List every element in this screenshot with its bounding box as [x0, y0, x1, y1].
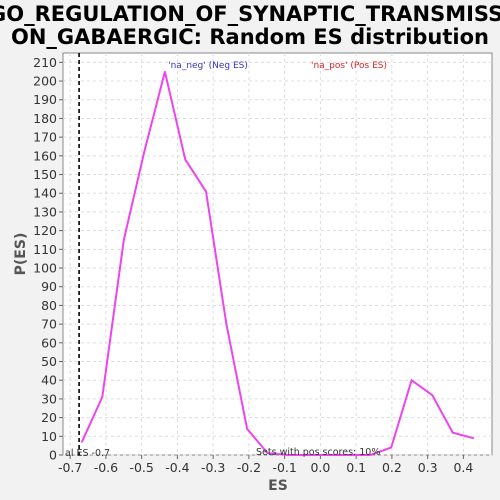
y-tick-label: 180	[33, 111, 57, 126]
y-axis-label: P(ES)	[13, 233, 29, 276]
y-tick-label: 140	[33, 186, 57, 201]
data-point	[143, 151, 145, 153]
data-point	[246, 428, 248, 430]
y-tick-label: 100	[33, 261, 57, 276]
data-point	[307, 454, 310, 456]
x-tick-label: 0.0	[310, 460, 330, 475]
y-tick-label: 0	[49, 448, 57, 463]
actual-es-label: al ES -0.7	[65, 448, 110, 459]
y-tick-label: 200	[33, 74, 57, 89]
x-tick-label: 0.4	[453, 460, 473, 475]
data-point	[122, 239, 125, 241]
series-line-random-es	[80, 71, 474, 456]
y-tick-label: 210	[33, 55, 57, 70]
data-point	[472, 437, 475, 439]
y-tick-label: 110	[33, 242, 57, 257]
y-tick-label: 60	[41, 335, 57, 350]
y-tick-label: 50	[41, 354, 57, 369]
x-tick-label: -0.6	[94, 460, 118, 475]
series-points	[81, 70, 475, 456]
x-tick-label: 0.2	[382, 460, 402, 475]
x-tick-label: -0.3	[201, 460, 225, 475]
data-point	[266, 452, 269, 454]
x-axis-label: ES	[268, 478, 288, 494]
chart-title-line-1: GO_REGULATION_OF_SYNAPTIC_TRANSMISSI	[0, 2, 500, 26]
x-tick-label: -0.5	[129, 460, 153, 475]
data-point	[390, 446, 392, 449]
y-tick-label: 170	[33, 130, 57, 145]
data-point	[184, 158, 187, 161]
data-point	[164, 70, 166, 73]
data-point	[431, 394, 434, 396]
data-point	[81, 441, 83, 443]
grid	[63, 53, 492, 456]
y-tick-label: 190	[33, 92, 57, 107]
x-tick-label: 0.3	[418, 460, 438, 475]
data-point	[349, 454, 351, 456]
y-tick-label: 70	[41, 317, 57, 332]
x-tick-label: 0.1	[346, 460, 366, 475]
y-axis-ticks: 0 10 20 30 40 50 60 70 80 90 100 110 120 130 140 150 160…	[33, 55, 63, 463]
data-point	[205, 190, 207, 193]
y-tick-label: 20	[41, 410, 57, 425]
data-point	[287, 454, 290, 456]
x-tick-label: -0.2	[237, 460, 261, 475]
x-tick-label: -0.7	[58, 460, 82, 475]
x-tick-label: -0.4	[165, 460, 189, 475]
pos-scores-label: Sets with pos scores: 10%	[256, 447, 380, 458]
y-tick-label: 160	[33, 148, 57, 163]
y-tick-label: 120	[33, 223, 57, 238]
data-point	[410, 379, 413, 382]
data-point	[101, 396, 104, 398]
x-axis-ticks: -0.7 -0.6 -0.5 -0.4 -0.3 -0.2 -0.1 0.0 0.1 0.2 0.3…	[58, 455, 473, 475]
data-point	[328, 454, 331, 456]
y-tick-label: 10	[41, 429, 57, 444]
x-tick-label: -0.1	[272, 460, 296, 475]
y-tick-label: 130	[33, 204, 57, 219]
y-tick-label: 80	[41, 298, 57, 313]
legend-neg-es: 'na_neg' (Neg ES)	[168, 61, 248, 71]
data-point	[451, 431, 454, 434]
data-point	[369, 454, 372, 456]
y-tick-label: 150	[33, 167, 57, 182]
data-point	[225, 323, 228, 325]
y-tick-label: 40	[41, 373, 57, 388]
y-tick-label: 30	[41, 391, 57, 406]
legend-pos-es: 'na_pos' (Pos ES)	[311, 61, 387, 71]
y-tick-label: 90	[41, 279, 57, 294]
plot-area	[62, 52, 493, 456]
chart-title-line-2: ON_GABAERGIC: Random ES distribution	[11, 25, 489, 49]
